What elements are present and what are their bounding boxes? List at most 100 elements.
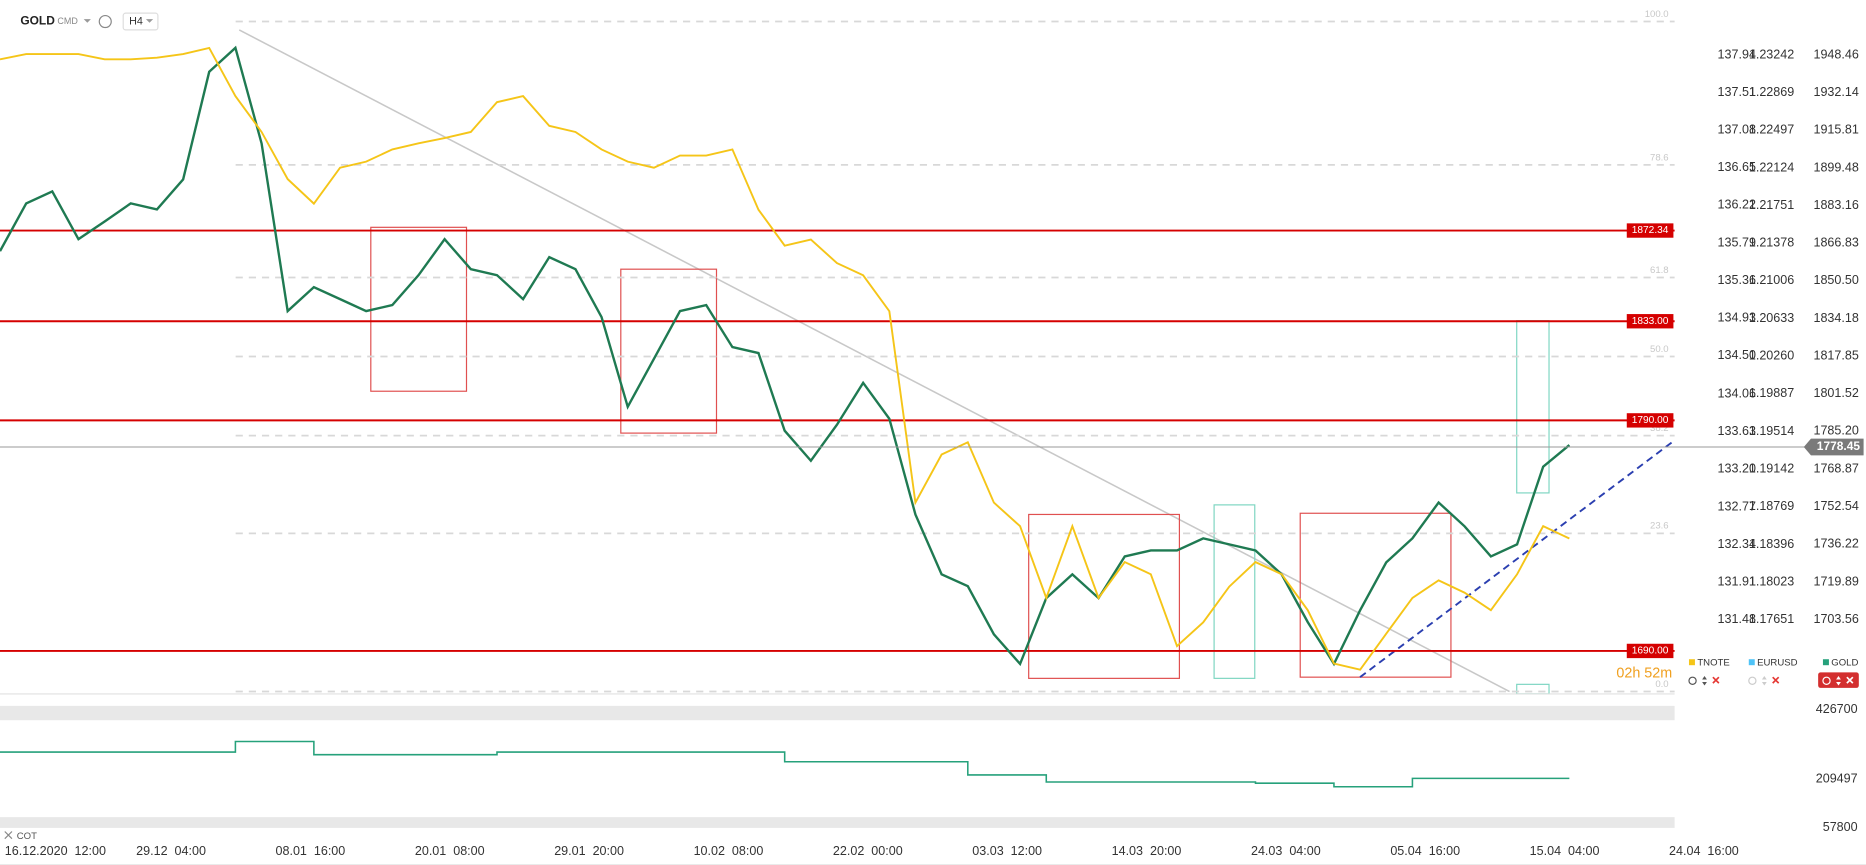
yticks-label: 1850.50 [1813, 273, 1858, 287]
x-tick-label: 20.01 08:00 [415, 844, 485, 858]
legend-swatch [1822, 659, 1829, 666]
yticks-label: 1834.18 [1813, 311, 1858, 325]
yticks-label: 1932.14 [1813, 85, 1858, 99]
y3ticks-label: 1.22124 [1749, 160, 1794, 174]
x-tick-label: 24.04 16:00 [1669, 844, 1739, 858]
remove-icon[interactable] [1772, 676, 1780, 684]
y2ticks-label: 136.22 [1718, 198, 1756, 212]
pane-bar [0, 817, 1675, 828]
y3ticks-label: 1.21751 [1749, 198, 1794, 212]
visibility-icon[interactable] [1748, 676, 1757, 685]
pane-bar [0, 705, 1675, 721]
fib-label: 23.6 [1650, 521, 1669, 532]
range-box [1299, 512, 1452, 678]
yticks-label: 1948.46 [1813, 47, 1858, 61]
y3ticks-label: 1.19142 [1749, 461, 1794, 475]
dropdown-caret[interactable] [145, 19, 154, 23]
yticks-label: 1899.48 [1813, 160, 1858, 174]
legend-label[interactable]: TNOTE [1697, 657, 1729, 668]
info-icon[interactable] [98, 14, 112, 29]
indicator-tick-label: 209497 [1816, 772, 1858, 786]
yticks-label: 1915.81 [1813, 123, 1858, 137]
y2ticks-label: 137.08 [1718, 122, 1756, 136]
y3ticks-label: 1.19887 [1749, 386, 1794, 400]
legend: GOLD TNOTE EURUSD [1688, 657, 1859, 688]
yticks-label: 1768.87 [1813, 461, 1858, 475]
yticks-label: 1866.83 [1813, 236, 1858, 250]
yticks-label: 1703.56 [1813, 612, 1858, 626]
fib-label: 100.0 [1645, 9, 1669, 20]
series-line [0, 45, 1571, 667]
y3ticks-label: 1.19514 [1749, 424, 1794, 438]
countdown: 02h 52m [1616, 665, 1672, 681]
legend-label[interactable]: GOLD [1831, 657, 1858, 668]
range-box [620, 268, 718, 434]
yticks-label: 1736.22 [1813, 537, 1858, 551]
legend-button-bg [1818, 672, 1859, 688]
range-box [1213, 504, 1256, 679]
level-tag [1626, 643, 1674, 659]
indicator-line [0, 740, 1570, 788]
x-tick-label: 14.03 20:00 [1112, 844, 1182, 858]
level-label: 1872.34 [1632, 225, 1669, 236]
dropdown-caret[interactable] [83, 19, 91, 23]
timeframe-box[interactable] [122, 12, 159, 31]
fib-label: 61.8 [1650, 265, 1669, 276]
move-icon[interactable] [1836, 675, 1841, 686]
series-line [0, 46, 1570, 671]
y2ticks-label: 136.65 [1718, 160, 1756, 174]
y3ticks-label: 1.23242 [1749, 47, 1794, 61]
remove-icon[interactable] [1712, 676, 1720, 684]
x-tick-label: 22.02 00:00 [833, 844, 903, 858]
y3ticks-label: 1.18396 [1749, 537, 1794, 551]
y2ticks-label: 134.50 [1718, 348, 1756, 362]
yticks-label: 1719.89 [1813, 574, 1858, 588]
yticks-label: 1817.85 [1813, 348, 1858, 362]
close-icon[interactable] [4, 831, 13, 840]
yticks-label: 1785.20 [1813, 424, 1858, 438]
trend-line [238, 29, 1510, 693]
x-tick-label: 08.01 16:00 [276, 844, 346, 858]
yticks-label: 1801.52 [1813, 386, 1858, 400]
y3ticks-label: 1.18023 [1749, 575, 1794, 589]
visibility-icon[interactable] [1822, 676, 1831, 685]
x-tick-label: 05.04 16:00 [1390, 844, 1460, 858]
y2ticks-label: 131.91 [1718, 574, 1756, 588]
y2ticks-label: 134.06 [1718, 387, 1756, 401]
x-tick-label: 29.12 04:00 [136, 844, 206, 858]
y2ticks-label: 135.79 [1718, 235, 1756, 249]
fib-label: 38.2 [1650, 423, 1669, 434]
y3ticks-label: 1.21378 [1749, 236, 1794, 250]
y2ticks-label: 132.34 [1718, 537, 1756, 551]
y3ticks-label: 1.20260 [1749, 349, 1794, 363]
x-tick-label: 10.02 08:00 [694, 844, 764, 858]
y3ticks-label: 1.17651 [1749, 612, 1794, 626]
y3ticks-label: 1.18769 [1749, 499, 1794, 513]
y3ticks-label: 1.21006 [1749, 273, 1794, 287]
y2ticks-label: 134.93 [1718, 310, 1756, 324]
range-box [1028, 513, 1181, 679]
fib-label: 78.6 [1650, 152, 1669, 163]
y2ticks-label: 133.20 [1718, 462, 1756, 476]
timeframe[interactable]: H4 [129, 15, 143, 27]
instrument: GOLD [20, 14, 55, 28]
y3ticks-label: 1.20633 [1749, 311, 1794, 325]
move-icon[interactable] [1761, 675, 1767, 686]
level-tag [1626, 314, 1674, 329]
y2ticks-label: 133.63 [1718, 424, 1756, 438]
yticks-label: 1752.54 [1813, 499, 1858, 513]
x-tick-label: 16.12.2020 12:00 [5, 844, 106, 858]
move-icon[interactable] [1702, 675, 1707, 686]
remove-icon[interactable] [1846, 676, 1854, 684]
fib-label: 50.0 [1650, 344, 1669, 355]
visibility-icon[interactable] [1688, 676, 1697, 685]
instrument-type[interactable]: CMD [57, 16, 78, 26]
level-label: 1833.00 [1632, 316, 1669, 327]
level-label: 1690.00 [1632, 646, 1669, 657]
yticks-label: 1883.16 [1813, 198, 1858, 212]
drawings [238, 29, 1676, 695]
legend-label[interactable]: EURUSD [1757, 657, 1797, 668]
x-tick-label: 24.03 04:00 [1251, 844, 1321, 858]
